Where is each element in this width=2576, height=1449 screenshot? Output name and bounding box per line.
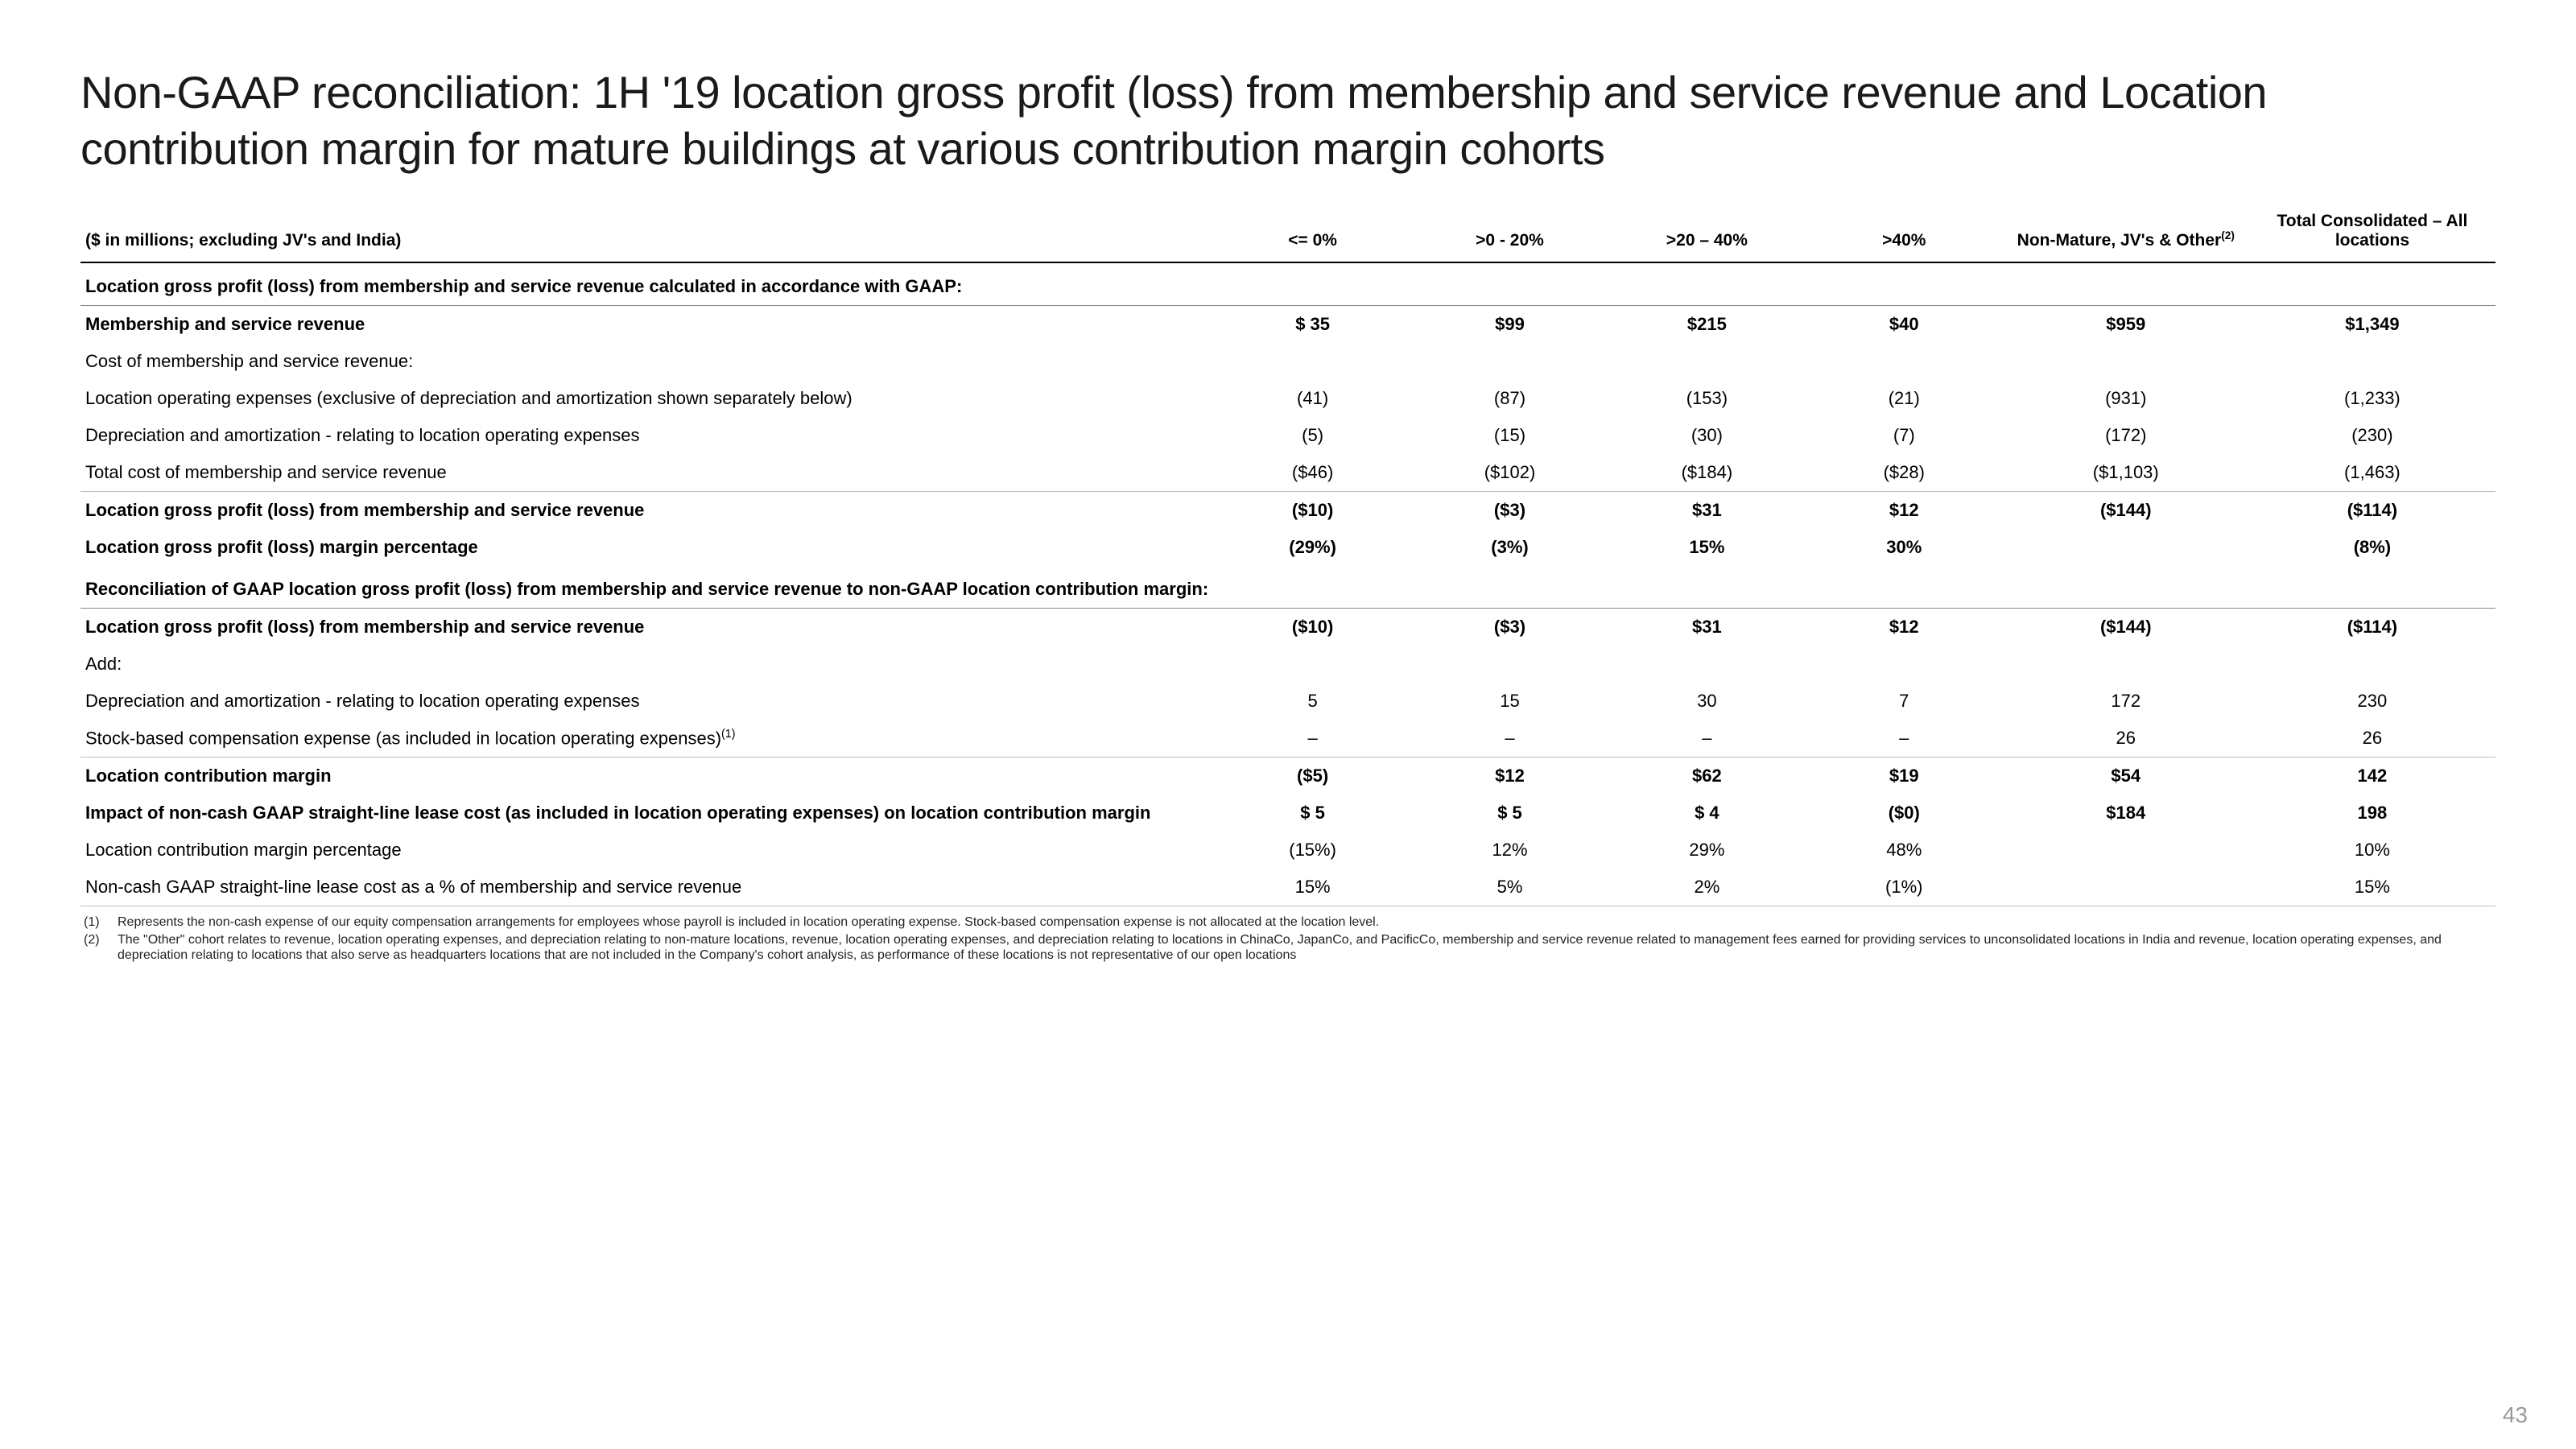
table-row: Location contribution margin ($5)$12$62$… [80, 758, 2496, 795]
section-header: Location gross profit (loss) from member… [80, 262, 2496, 306]
table-row: Location operating expenses (exclusive o… [80, 380, 2496, 417]
footnote: (2) The "Other" cohort relates to revenu… [84, 932, 2496, 963]
page-number: 43 [2503, 1402, 2528, 1428]
table-row: Total cost of membership and service rev… [80, 454, 2496, 492]
table-row: Add: [80, 646, 2496, 683]
table-header-row: ($ in millions; excluding JV's and India… [80, 205, 2496, 262]
reconciliation-table: ($ in millions; excluding JV's and India… [80, 205, 2496, 906]
table-row: Location contribution margin percentage … [80, 832, 2496, 869]
col-header: >40% [1806, 205, 2003, 262]
col-header: Non-Mature, JV's & Other(2) [2003, 205, 2249, 262]
footnotes: (1) Represents the non-cash expense of o… [80, 914, 2496, 963]
table-row: Depreciation and amortization - relating… [80, 683, 2496, 720]
section-header: Reconciliation of GAAP location gross pr… [80, 566, 2496, 609]
table-row: Location gross profit (loss) margin perc… [80, 529, 2496, 566]
table-row: Depreciation and amortization - relating… [80, 417, 2496, 454]
footnote: (1) Represents the non-cash expense of o… [84, 914, 2496, 930]
page-title: Non-GAAP reconciliation: 1H '19 location… [80, 64, 2496, 177]
table-row: Non-cash GAAP straight-line lease cost a… [80, 869, 2496, 906]
table-row: Membership and service revenue $ 35$99$2… [80, 306, 2496, 344]
table-row: Cost of membership and service revenue: [80, 343, 2496, 380]
table-row: Location gross profit (loss) from member… [80, 492, 2496, 530]
table-row: Impact of non-cash GAAP straight-line le… [80, 795, 2496, 832]
table-row: Location gross profit (loss) from member… [80, 609, 2496, 646]
slide-page: Non-GAAP reconciliation: 1H '19 location… [0, 0, 2576, 1449]
table-row: Stock-based compensation expense (as inc… [80, 720, 2496, 758]
subtitle-cell: ($ in millions; excluding JV's and India… [80, 205, 1214, 262]
col-header: >20 – 40% [1608, 205, 1806, 262]
col-header: >0 - 20% [1411, 205, 1608, 262]
col-header: Total Consolidated – All locations [2249, 205, 2496, 262]
col-header: <= 0% [1214, 205, 1411, 262]
